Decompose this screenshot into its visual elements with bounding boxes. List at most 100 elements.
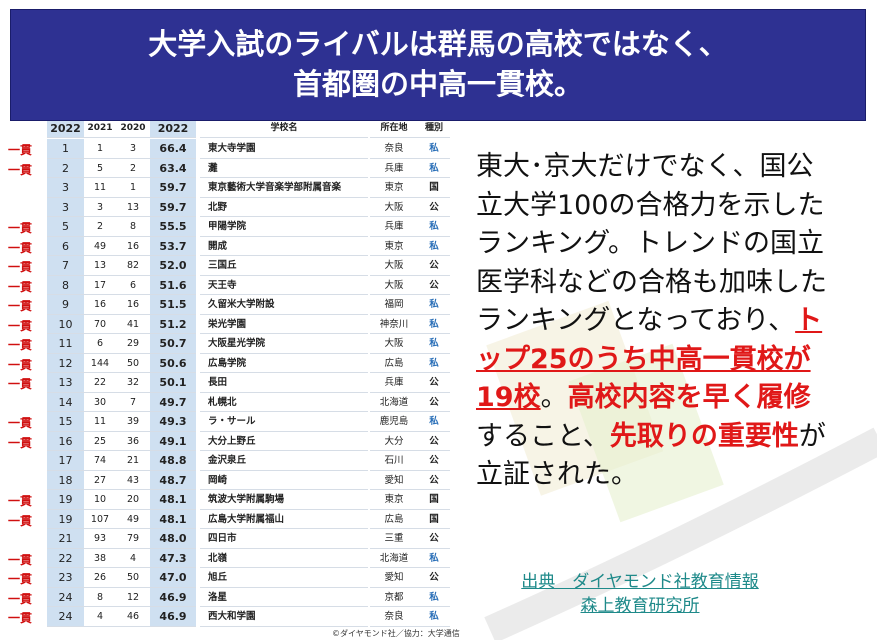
school-name: 久留米大学附設	[200, 295, 368, 315]
column-header: 2021	[84, 119, 116, 138]
location: 兵庫	[370, 217, 418, 237]
title-line: 首都圏の中高一貫校。	[292, 67, 583, 101]
rank-2021: 107	[84, 510, 116, 529]
ikkan-mark: 一貫	[8, 513, 33, 528]
school-type: 私	[418, 354, 450, 373]
school-type: 私	[418, 412, 450, 432]
location: 大阪	[370, 334, 418, 354]
school-type: 私	[418, 217, 450, 237]
school-name: 筑波大学附属駒場	[200, 490, 368, 510]
school-type: 公	[418, 276, 450, 295]
ikkan-mark: 一貫	[8, 552, 33, 567]
text: 東大･京大だけでなく、国公立大学100の合格力を示したランキング。トレンドの国立…	[476, 151, 827, 336]
school-name: 三国丘	[200, 256, 368, 276]
location: 鹿児島	[370, 412, 418, 432]
rank-2022: 24	[47, 587, 84, 607]
score: 49.3	[150, 412, 196, 432]
source-line: 森上教育研究所	[580, 596, 700, 616]
location: 東京	[370, 178, 418, 198]
school-name: 長田	[200, 373, 368, 393]
school-type: 国	[418, 178, 450, 198]
school-name: 四日市	[200, 529, 368, 549]
ikkan-mark: 一貫	[8, 435, 33, 450]
score: 47.3	[150, 548, 196, 568]
school-name: 栄光学園	[200, 315, 368, 334]
rank-2020: 46	[116, 607, 150, 627]
location: 愛知	[370, 471, 418, 490]
score: 48.1	[150, 509, 196, 529]
column-header: 学校名	[200, 119, 368, 138]
ikkan-mark: 一貫	[8, 279, 33, 294]
column-header: 2022	[47, 119, 84, 138]
school-name: 灘	[200, 159, 368, 178]
location: 広島	[370, 354, 418, 373]
score: 59.7	[150, 197, 196, 217]
school-type: 国	[418, 490, 450, 510]
rank-2021: 49	[84, 237, 116, 256]
rank-2020: 79	[116, 529, 150, 549]
rank-2020: 2	[116, 159, 150, 178]
rank-2020: 8	[116, 217, 150, 237]
rank-2021: 16	[84, 295, 116, 315]
location: 大阪	[370, 198, 418, 217]
rank-2021: 13	[84, 256, 116, 276]
rank-2021: 70	[84, 315, 116, 334]
location: 愛知	[370, 568, 418, 588]
school-type: 私	[418, 315, 450, 334]
score: 51.5	[150, 295, 196, 315]
text: すること、	[476, 420, 610, 452]
rank-2021: 30	[84, 393, 116, 412]
rank-2020: 36	[116, 432, 150, 451]
rank-2022: 22	[47, 548, 84, 568]
rank-2021: 93	[84, 529, 116, 549]
rank-2022: 9	[47, 295, 84, 315]
location: 北海道	[370, 549, 418, 568]
rank-2021: 6	[84, 334, 116, 354]
rank-2021: 22	[84, 373, 116, 393]
text: 。	[540, 382, 568, 413]
school-name: 北野	[200, 198, 368, 217]
rank-2021: 10	[84, 490, 116, 510]
rank-2020: 50	[116, 568, 150, 588]
school-type: 私	[418, 549, 450, 568]
ikkan-mark: 一貫	[8, 357, 33, 372]
school-name: 天王寺	[200, 276, 368, 295]
rank-2022: 3	[47, 178, 84, 198]
column-header: 所在地	[370, 119, 418, 138]
credit: ©ダイヤモンド社／協力：大学通信	[332, 629, 460, 638]
school-name: 北嶺	[200, 549, 368, 568]
school-type: 公	[418, 198, 450, 217]
rank-2022: 11	[47, 334, 84, 354]
rank-2020: 16	[116, 295, 150, 315]
score: 48.8	[150, 451, 196, 471]
location: 広島	[370, 510, 418, 529]
ikkan-mark: 一貫	[8, 299, 33, 313]
ikkan-mark: 一貫	[8, 416, 33, 430]
rank-2022: 10	[47, 314, 84, 334]
score: 47.0	[150, 568, 196, 588]
rank-2021: 25	[84, 432, 116, 451]
rank-2022: 21	[47, 529, 84, 549]
location: 北海道	[370, 393, 418, 412]
rank-2022: 18	[47, 470, 84, 490]
location: 奈良	[370, 607, 418, 627]
ikkan-mark: 一貫	[8, 240, 33, 255]
rank-2020: 32	[116, 373, 150, 393]
score: 63.4	[150, 158, 196, 178]
rank-2022: 14	[47, 392, 84, 412]
rank-2022: 6	[47, 236, 84, 256]
score: 49.7	[150, 392, 196, 412]
rank-2021: 2	[84, 217, 116, 237]
rank-2020: 6	[116, 276, 150, 295]
rank-2020: 13	[116, 198, 150, 217]
school-type: 公	[418, 373, 450, 393]
rank-2020: 16	[116, 237, 150, 256]
rank-2022: 3	[47, 197, 84, 217]
school-name: 開成	[200, 237, 368, 256]
rank-2021: 4	[84, 607, 116, 627]
rank-2021: 144	[84, 354, 116, 373]
rank-2022: 19	[47, 490, 84, 510]
title-banner: 大学入試のライバルは群馬の高校ではなく、 首都圏の中高一貫校。	[10, 9, 866, 121]
ranking-table: 2022 2021 2020 2022 学校名 所在地 種別 一貫 1 1 3 66.4 東大寺学園 奈良…	[8, 119, 460, 638]
school-type: 公	[418, 451, 450, 471]
